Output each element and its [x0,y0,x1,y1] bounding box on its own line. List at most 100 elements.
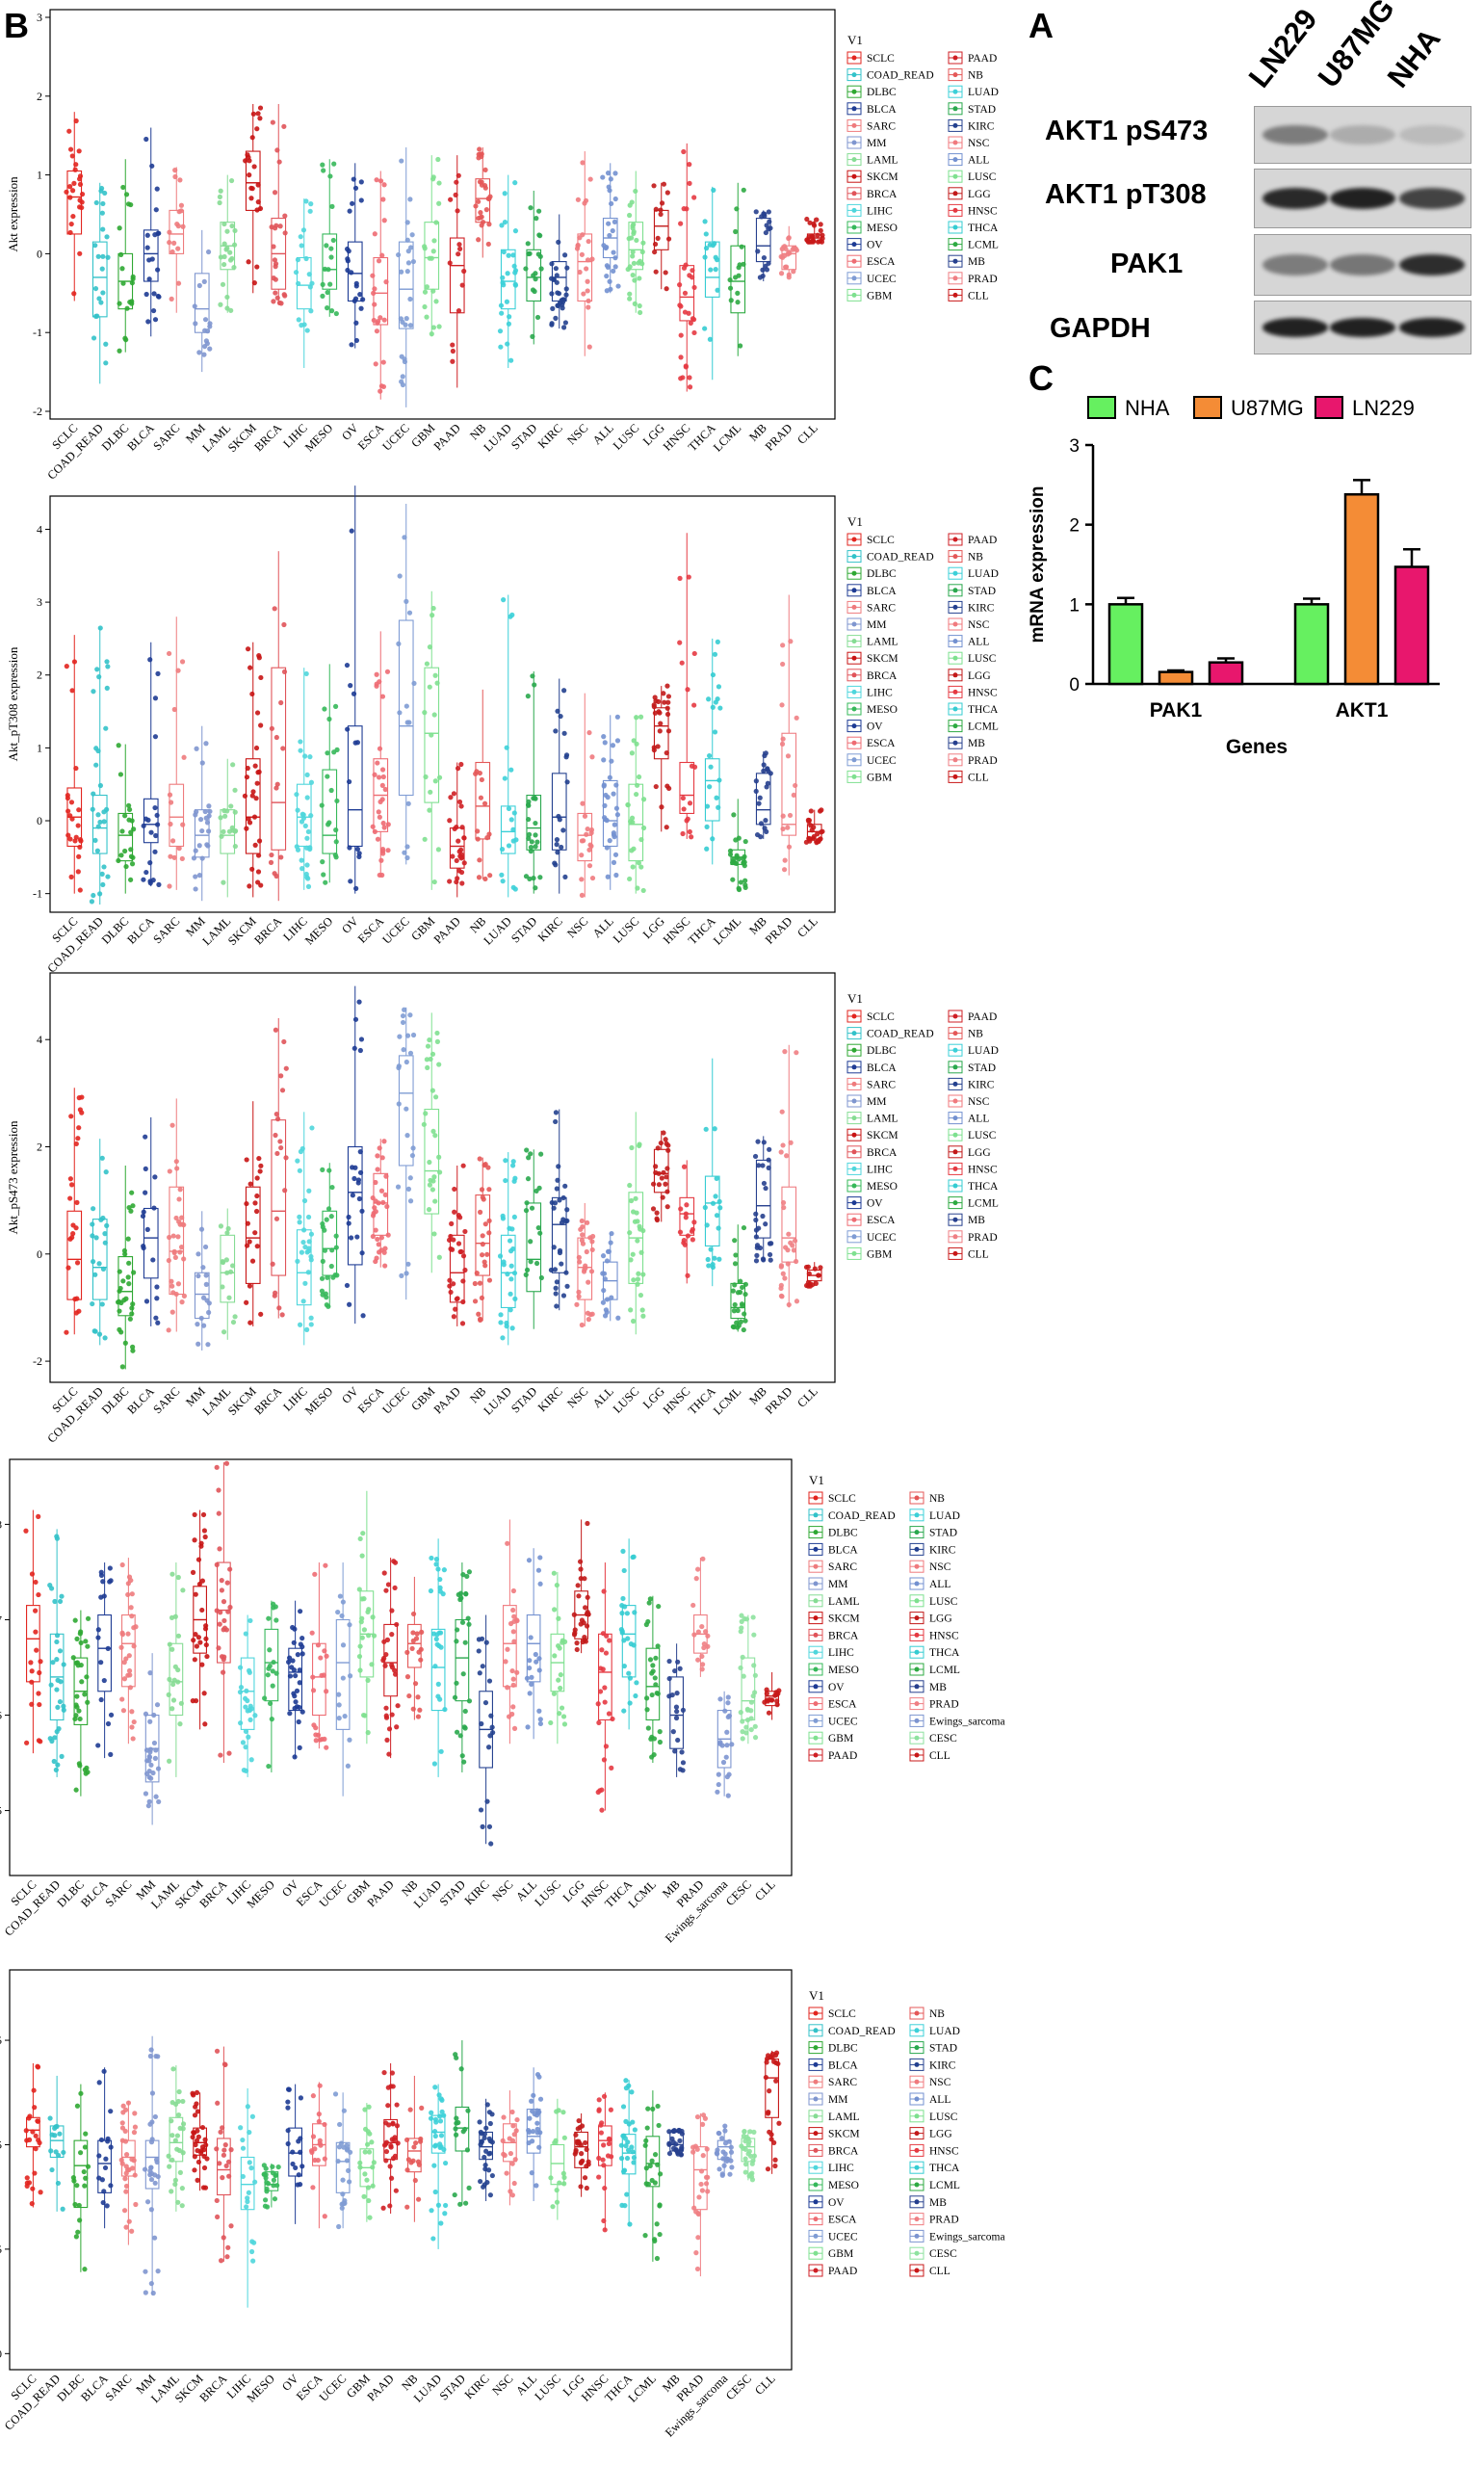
data-point [538,1151,544,1157]
box-iqr [398,241,414,329]
data-point [690,316,696,322]
data-point [254,264,260,270]
data-point [716,1256,722,1262]
data-point [631,1209,637,1215]
legend-key-dot [952,242,958,248]
data-point [385,848,391,853]
data-point [203,815,209,821]
x-tick-label: CLL [794,421,820,447]
data-point [347,208,352,214]
data-point [620,2133,626,2138]
legend: V1SCLCCOAD_READDLBCBLCASARCMMLAMLSKCMBRC… [846,514,999,783]
data-point [383,1705,389,1711]
data-point [309,2149,315,2156]
data-point [737,262,742,268]
data-point [484,1798,490,1804]
data-point [278,854,284,860]
data-point [606,1711,612,1717]
box-prad [690,1556,711,1677]
data-point [432,2116,439,2122]
data-point [194,2138,200,2143]
data-point [176,2088,182,2095]
data-point [665,236,672,242]
data-point [598,2130,605,2136]
box-thca [702,1058,723,1287]
data-point [680,1760,687,1766]
data-point [689,763,695,769]
data-point [735,290,741,296]
data-point [463,2200,469,2206]
data-point [221,261,227,268]
data-point [143,2269,148,2274]
data-point [549,322,555,328]
data-point [780,826,786,832]
legend-label: LGG [929,1613,952,1625]
legend-label: UCEC [867,274,897,285]
data-point [479,179,484,185]
data-point [199,760,205,766]
data-point [633,1692,638,1699]
x-tick-label: BRCA [197,1877,230,1910]
data-point [353,320,359,326]
data-point [119,828,125,834]
data-point [299,811,305,817]
data-point [371,1633,378,1639]
data-point [511,2132,517,2138]
data-point [69,688,75,694]
data-point [146,257,152,263]
legend-key-dot [952,639,958,644]
data-point [673,1715,680,1721]
data-point [562,320,568,326]
data-point [427,1159,432,1166]
data-point [246,1734,251,1740]
data-point [768,1697,775,1703]
data-point [325,1303,331,1309]
legend-key-dot [952,191,958,197]
x-tick-label: BLCA [78,1877,110,1909]
data-point [436,200,442,206]
data-point [482,2182,487,2188]
legend-item: HNSC [909,1628,959,1641]
data-point [405,1261,411,1267]
box-iqr [97,1613,112,1692]
data-point [173,1291,179,1298]
data-point [117,1285,123,1292]
data-point [248,2248,255,2255]
data-point [583,1265,588,1272]
data-point [366,2197,372,2204]
data-point [373,1258,378,1265]
data-point [128,1605,134,1611]
data-point [153,832,159,839]
data-point [100,290,106,296]
data-point [248,196,254,201]
data-point [321,1672,326,1678]
data-point [322,2156,327,2162]
box-kirc [549,214,570,330]
data-point [295,1158,300,1164]
legend-key-dot [952,1081,958,1087]
legend-item: MM [846,1094,886,1108]
data-point [250,789,256,795]
legend-item: LUAD [948,1043,999,1057]
data-point [555,708,560,714]
box-mm [191,725,213,902]
data-point [508,1291,513,1297]
data-point [707,336,713,342]
data-point [395,1703,401,1709]
data-point [340,1642,347,1648]
data-point [69,816,75,822]
legend-label: BLCA [867,586,897,597]
data-point [761,254,768,261]
data-point [462,1267,468,1273]
data-point [537,253,543,259]
data-point [123,337,129,343]
data-point [554,1186,560,1192]
data-point [730,1288,736,1294]
data-point [579,2151,585,2157]
y-tick-label: 2.5 [0,2243,2,2256]
data-point [533,1651,538,1658]
data-point [427,1182,432,1188]
box-iqr [264,1628,279,1702]
box-meso [319,1163,340,1309]
data-point [232,809,238,815]
